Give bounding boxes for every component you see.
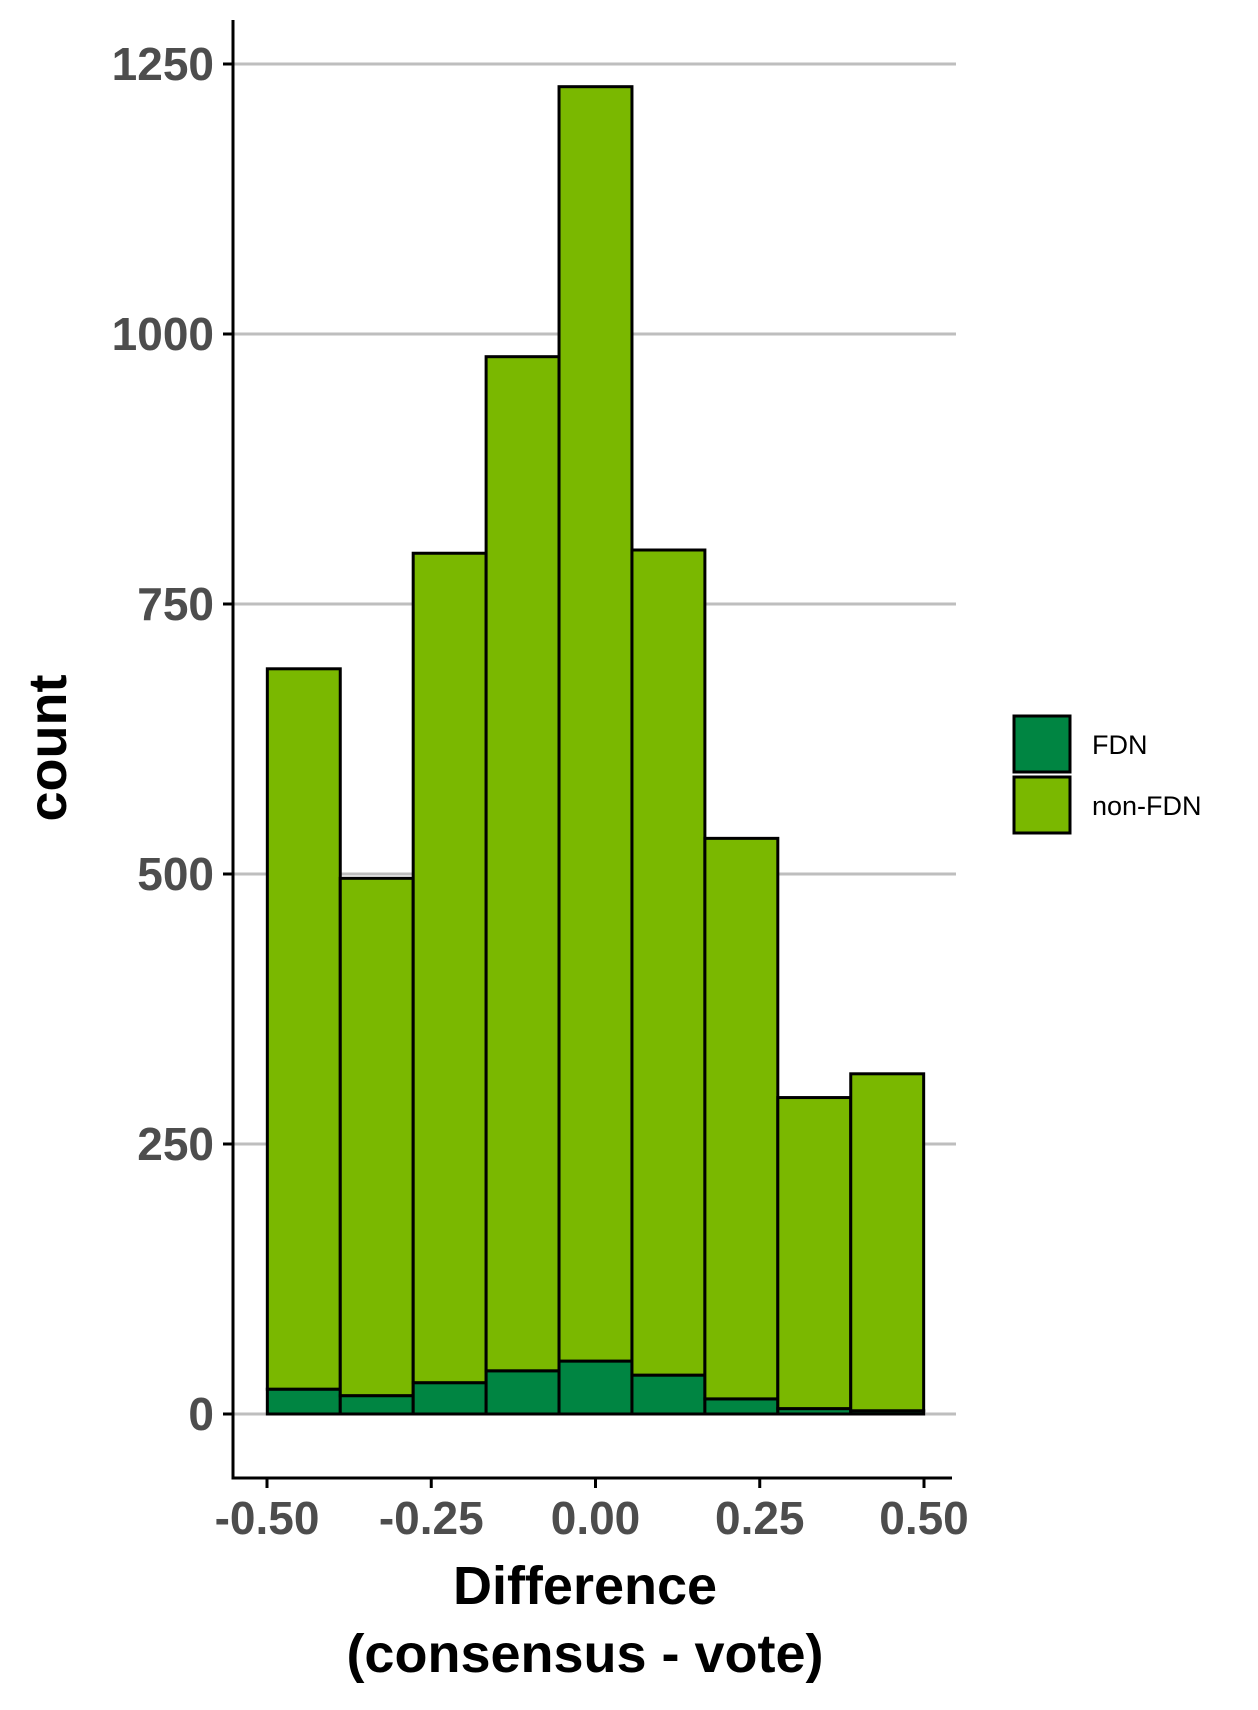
y-tick-label: 500 [137, 848, 214, 900]
y-tick-label: 1250 [112, 38, 214, 90]
bar-non-fdn [411, 551, 488, 1385]
x-tick-label: -0.50 [215, 1492, 320, 1544]
x-tick-label: -0.25 [379, 1492, 484, 1544]
y-tick-label: 1000 [112, 308, 214, 360]
bar-fdn [703, 1397, 780, 1416]
bar-fdn [484, 1369, 561, 1416]
y-tick-label: 250 [137, 1118, 214, 1170]
legend-key-fdn [1012, 714, 1072, 774]
bar-fdn [411, 1381, 488, 1416]
bar-fdn [630, 1373, 707, 1416]
axes [231, 20, 952, 1480]
x-tick-label: 0.25 [715, 1492, 805, 1544]
x-tick-label: 0.00 [551, 1492, 641, 1544]
axis-lines [231, 20, 952, 1480]
bar-non-fdn [849, 1072, 926, 1413]
x-axis-ticks: -0.50 -0.25 0.00 0.25 0.50 [215, 1478, 969, 1544]
bar-non-fdn [338, 876, 415, 1398]
y-tick-label: 0 [188, 1388, 214, 1440]
x-tick-label: 0.50 [879, 1492, 969, 1544]
bar-non-fdn [776, 1096, 853, 1411]
bars [265, 85, 926, 1416]
bar-fdn [265, 1387, 342, 1416]
bar-non-fdn [703, 836, 780, 1401]
x-axis-title-line-1: Difference [453, 1556, 717, 1616]
y-axis-ticks: 0 250 500 750 1000 1250 [112, 38, 233, 1440]
legend-key-non-fdn [1012, 775, 1072, 835]
bar-fdn [338, 1394, 415, 1416]
legend-label-non-fdn: non-FDN [1092, 791, 1202, 821]
legend-label-fdn: FDN [1092, 730, 1148, 760]
bar-fdn [557, 1359, 634, 1416]
bar-non-fdn [557, 85, 634, 1363]
bar-non-fdn [265, 667, 342, 1391]
x-axis-title-line-2: (consensus - vote) [346, 1624, 823, 1684]
y-axis-title: count [18, 675, 78, 822]
y-tick-label: 750 [137, 578, 214, 630]
legend: FDN non-FDN [1012, 714, 1202, 835]
bar-non-fdn [484, 355, 561, 1373]
bar-non-fdn [630, 548, 707, 1377]
